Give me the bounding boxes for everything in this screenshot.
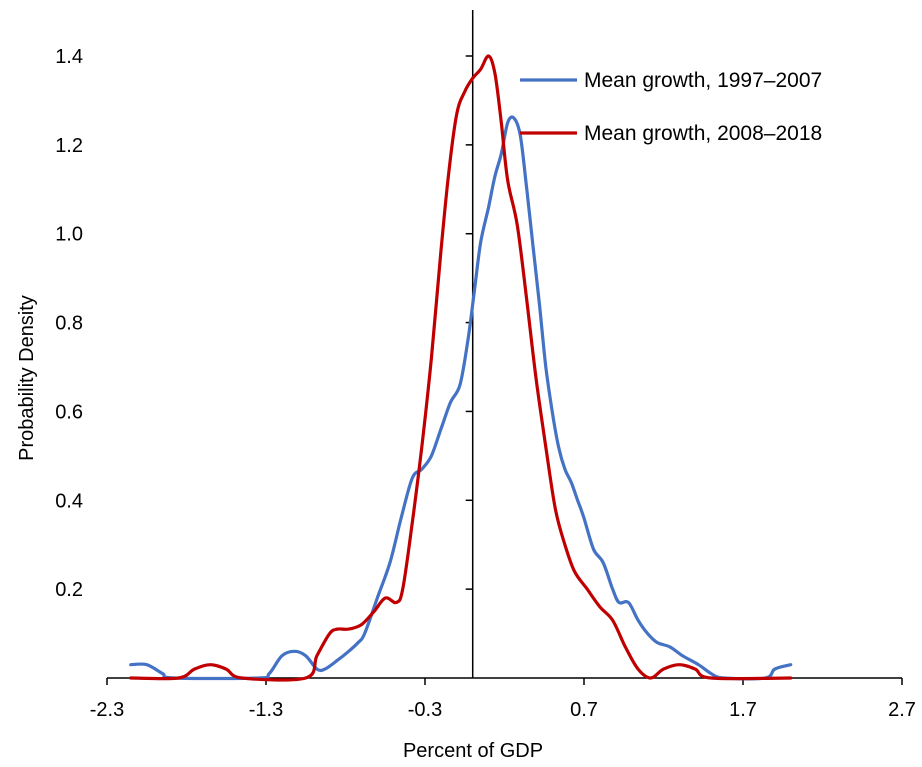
series-layer [131, 56, 791, 680]
x-tick-label: 2.7 [888, 699, 916, 721]
series-line-1 [131, 117, 791, 679]
x-tick-label: -2.3 [90, 699, 124, 721]
y-tick-label: 1.2 [55, 135, 83, 157]
legend: Mean growth, 1997–2007 Mean growth, 2008–… [520, 69, 822, 145]
x-axis-title: Percent of GDP [403, 740, 543, 762]
y-tick-label: 1.0 [55, 224, 83, 246]
x-tick-label: 1.7 [729, 699, 757, 721]
x-axis: -2.3 -1.3 -0.3 0.7 1.7 2.7 [90, 678, 916, 721]
x-tick-label: -1.3 [249, 699, 283, 721]
y-tick-label: 0.8 [55, 313, 83, 335]
y-axis: 0.2 0.4 0.6 0.8 1.0 1.2 1.4 [55, 10, 473, 678]
y-tick-label: 0.4 [55, 490, 83, 512]
y-tick-label: 1.4 [55, 46, 83, 68]
series-line-2 [131, 56, 791, 680]
legend-label-1: Mean growth, 1997–2007 [584, 69, 822, 92]
x-tick-label: 0.7 [570, 699, 598, 721]
legend-label-2: Mean growth, 2008–2018 [584, 122, 822, 145]
y-tick-label: 0.6 [55, 401, 83, 423]
y-tick-label: 0.2 [55, 579, 83, 601]
y-axis-title: Probability Density [16, 295, 38, 461]
x-tick-label: -0.3 [408, 699, 442, 721]
